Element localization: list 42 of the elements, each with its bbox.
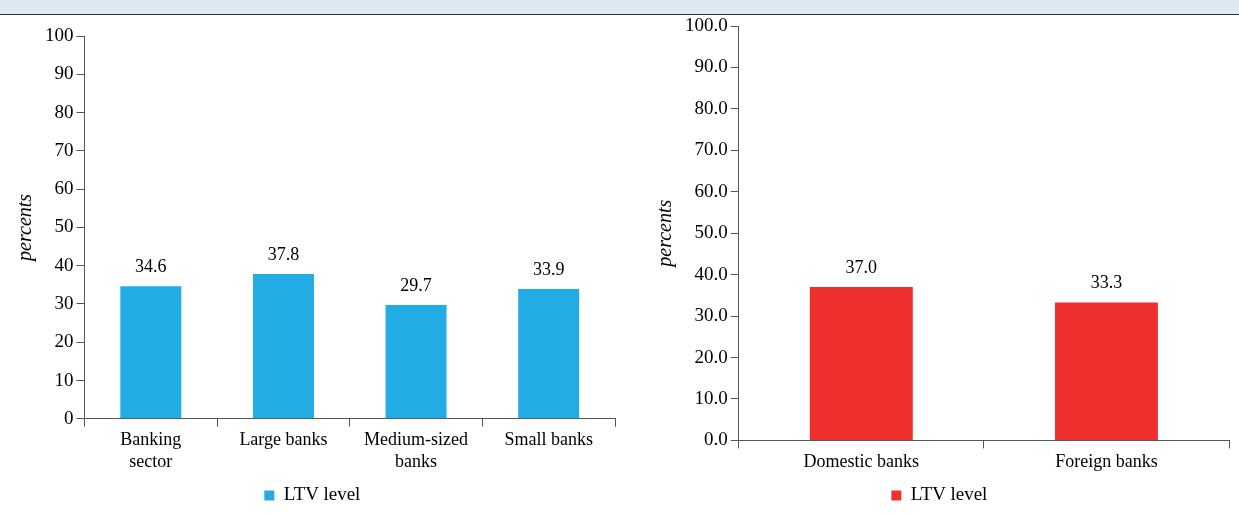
bar bbox=[518, 289, 580, 419]
data-label: 37.8 bbox=[267, 243, 300, 264]
y-tick-label: 60.0 bbox=[694, 179, 728, 201]
y-tick-label: 70 bbox=[54, 138, 74, 160]
y-axis-title: percents bbox=[13, 193, 37, 263]
y-tick-label: 10.0 bbox=[694, 386, 728, 408]
x-tick-label: Domestic banks bbox=[803, 450, 920, 471]
y-tick-label: 20.0 bbox=[694, 345, 728, 367]
y-tick-label: 20 bbox=[54, 330, 74, 352]
bar bbox=[252, 274, 314, 419]
x-tick-label: Small banks bbox=[504, 429, 593, 450]
y-tick-label: 50 bbox=[54, 215, 74, 237]
y-tick-label: 80 bbox=[54, 100, 74, 122]
y-tick-label: 60 bbox=[54, 177, 74, 199]
y-tick-label: 0 bbox=[64, 406, 74, 428]
y-tick-label: 30.0 bbox=[694, 304, 728, 326]
bar bbox=[120, 286, 182, 419]
y-tick-label: 90 bbox=[54, 62, 74, 84]
y-axis-title: percents bbox=[653, 199, 677, 269]
x-tick-label: Medium-sized banks bbox=[364, 429, 469, 471]
data-label: 29.7 bbox=[400, 274, 432, 295]
y-tick-label: 0.0 bbox=[704, 428, 728, 450]
y-tick-label: 80.0 bbox=[694, 96, 728, 118]
legend-label: LTV level bbox=[910, 483, 988, 505]
data-label: 33.3 bbox=[1090, 272, 1123, 293]
y-tick-label: 30 bbox=[54, 291, 74, 313]
x-tick-label: Banking sector bbox=[120, 429, 182, 471]
x-tick-label: Foreign banks bbox=[1055, 450, 1158, 471]
y-tick-label: 90.0 bbox=[694, 55, 728, 77]
x-tick-label: Large banks bbox=[239, 429, 328, 450]
data-label: 34.6 bbox=[135, 256, 167, 277]
legend-label: LTV level bbox=[283, 483, 361, 505]
y-tick-label: 70.0 bbox=[694, 138, 728, 160]
y-tick-label: 10 bbox=[54, 368, 74, 390]
y-tick-label: 100 bbox=[45, 23, 74, 45]
y-tick-label: 40 bbox=[54, 253, 74, 275]
y-tick-label: 40.0 bbox=[694, 262, 728, 284]
data-label: 33.9 bbox=[532, 258, 565, 279]
y-tick-label: 100.0 bbox=[685, 13, 728, 35]
y-tick-label: 50.0 bbox=[694, 221, 728, 243]
bar bbox=[385, 305, 447, 419]
data-label: 37.0 bbox=[845, 256, 878, 277]
